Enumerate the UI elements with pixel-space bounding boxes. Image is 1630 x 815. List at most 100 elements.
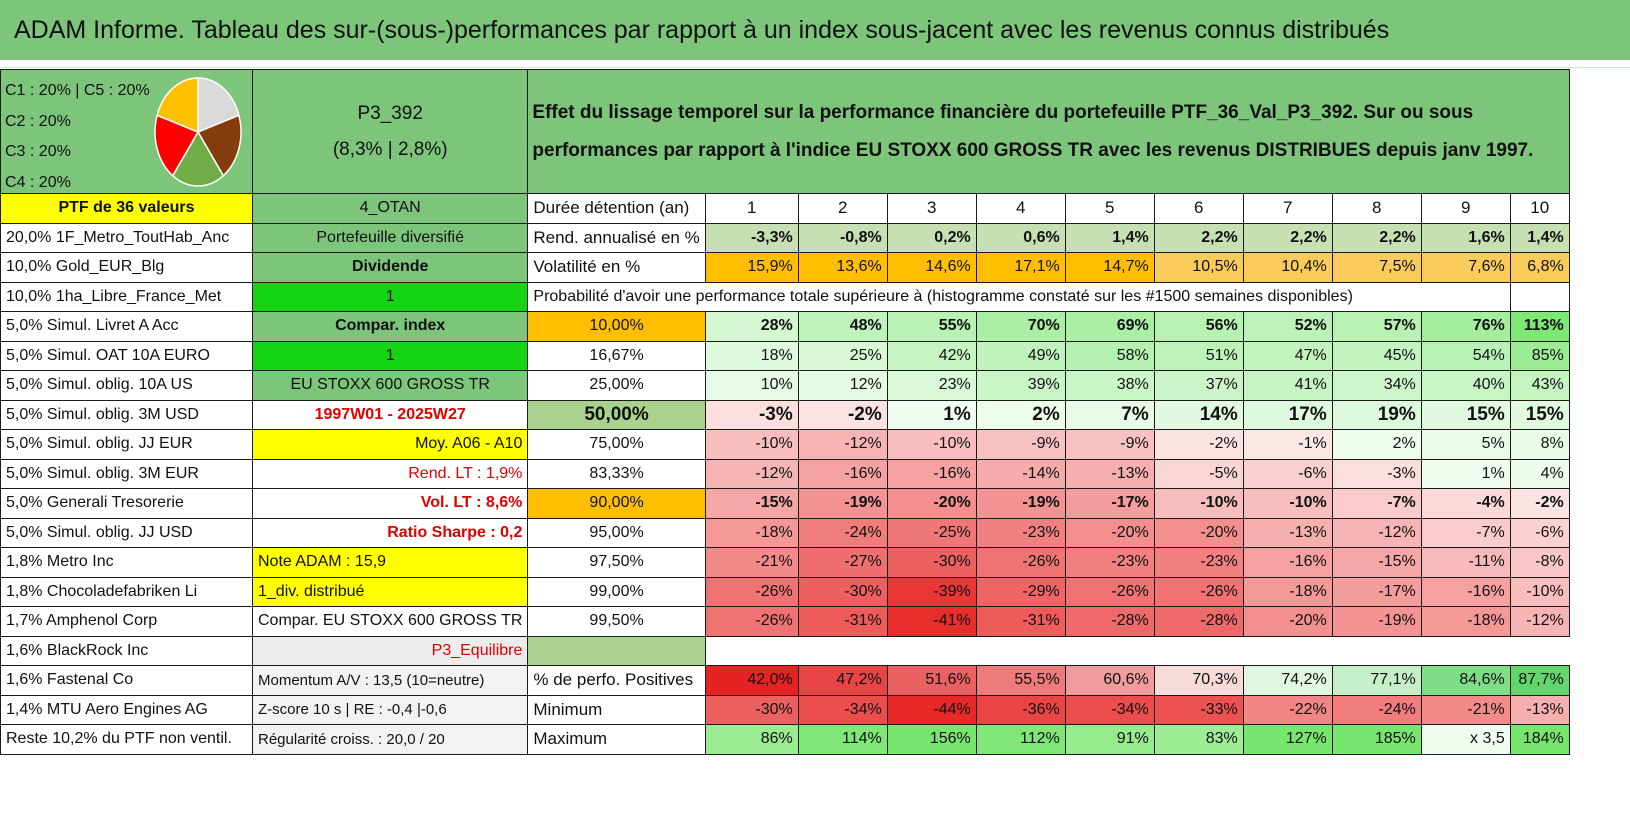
minimum-label: Minimum (527, 694, 706, 725)
volatility-label: Volatilité en % (527, 252, 706, 283)
probability-value: -16% (1420, 576, 1511, 607)
volatility-value: 17,1% (975, 252, 1066, 283)
returns-label: Rend. annualisé en % (527, 222, 706, 253)
probability-threshold: 97,50% (527, 547, 706, 578)
probability-threshold: 99,50% (527, 606, 706, 637)
holding-name: 5,0% Simul. oblig. JJ USD (0, 517, 253, 548)
return-value: 2,2% (1153, 222, 1244, 253)
legend-line: C4 : 20% (5, 173, 71, 191)
probability-value: -4% (1420, 488, 1511, 519)
probability-row: 5,0% Simul. oblig. 3M USD 1997W01 - 2025W… (0, 399, 1570, 430)
probability-value: -6% (1509, 517, 1570, 548)
holding-name: 20,0% 1F_Metro_ToutHab_Anc (0, 222, 253, 253)
volatility-value: 10,5% (1153, 252, 1244, 283)
param-value: Note ADAM : 15,9 (251, 547, 529, 578)
positive-value: 55,5% (975, 665, 1066, 696)
probability-value: -3% (1331, 458, 1422, 489)
return-value: 2,2% (1331, 222, 1422, 253)
probability-value: -18% (1420, 606, 1511, 637)
probability-value: 39% (975, 370, 1066, 401)
probability-value: -2% (1509, 488, 1570, 519)
probability-value: -12% (704, 458, 799, 489)
holding-name: 10,0% Gold_EUR_Blg (0, 252, 253, 283)
portfolio-id-cell: P3_392 (8,3% | 2,8%) (251, 69, 529, 194)
probability-value: -13% (1242, 517, 1333, 548)
volatility-value: 14,6% (886, 252, 977, 283)
volatility-value: 7,5% (1331, 252, 1422, 283)
year-header: 7 (1242, 193, 1333, 224)
year-header: 3 (886, 193, 977, 224)
probability-row: 1,7% Amphenol Corp Compar. EU STOXX 600 G… (0, 606, 1570, 637)
positive-value: 51,6% (886, 665, 977, 696)
minimum-value: -34% (1064, 694, 1155, 725)
return-value: 1,4% (1064, 222, 1155, 253)
year-header: 8 (1331, 193, 1422, 224)
report-grid: C1 : 20% | C5 : 20% C2 : 20% C3 : 20% C4… (0, 69, 1570, 755)
maximum-value: 184% (1509, 724, 1570, 755)
holding-name: 1,4% MTU Aero Engines AG (0, 694, 253, 725)
positive-value: 74,2% (1242, 665, 1333, 696)
probability-value: -26% (704, 576, 799, 607)
probability-value: 17% (1242, 399, 1333, 430)
probability-value: 19% (1331, 399, 1422, 430)
minimum-value: -21% (1420, 694, 1511, 725)
allocation-cell: C1 : 20% | C5 : 20% C2 : 20% C3 : 20% C4… (0, 69, 253, 194)
holding-name: 1,6% BlackRock Inc (0, 635, 253, 666)
probability-value: 12% (797, 370, 888, 401)
legend-line: C3 : 20% (5, 143, 71, 160)
probability-value: -20% (886, 488, 977, 519)
probability-value: -23% (1153, 547, 1244, 578)
probability-value: -29% (975, 576, 1066, 607)
probability-value: -27% (797, 547, 888, 578)
probability-value: 40% (1420, 370, 1511, 401)
param-value: Compar. EU STOXX 600 GROSS TR (251, 606, 529, 637)
probability-value: -16% (797, 458, 888, 489)
probability-value: -14% (975, 458, 1066, 489)
portfolio-performance: (8,3% | 2,8%) (332, 138, 448, 160)
duration-label: Durée détention (an) (527, 193, 706, 224)
maximum-value: 91% (1064, 724, 1155, 755)
probability-value: -7% (1331, 488, 1422, 519)
probability-value: 69% (1064, 311, 1155, 342)
probability-value: -31% (797, 606, 888, 637)
probability-value: 48% (797, 311, 888, 342)
probability-value: 15% (1420, 399, 1511, 430)
probability-threshold: 50,00% (527, 399, 706, 430)
probability-value: -10% (1509, 576, 1570, 607)
minimum-row: 1,4% MTU Aero Engines AG Z-score 10 s | R… (0, 694, 1570, 725)
probability-value: 76% (1420, 311, 1511, 342)
holding-ptf: PTF de 36 valeurs (0, 193, 253, 224)
probability-value: 51% (1153, 340, 1244, 371)
empty-cell (1509, 281, 1570, 312)
probability-value: -26% (1064, 576, 1155, 607)
probability-row: 5,0% Simul. OAT 10A EURO 1 16,67% 18% 25% 42%… (0, 340, 1570, 371)
probability-value: -3% (704, 399, 799, 430)
return-value: -0,8% (797, 222, 888, 253)
probability-value: -20% (1064, 517, 1155, 548)
probability-value: 85% (1509, 340, 1570, 371)
probability-value: -16% (1242, 547, 1333, 578)
probability-value: 113% (1509, 311, 1570, 342)
holding-name: 5,0% Generali Tresorerie (0, 488, 253, 519)
positive-value: 84,6% (1420, 665, 1511, 696)
probability-value: 37% (1153, 370, 1244, 401)
probability-value: -28% (1064, 606, 1155, 637)
probability-value: 2% (975, 399, 1066, 430)
probability-value: 42% (886, 340, 977, 371)
positives-label: % de perfo. Positives (527, 665, 706, 696)
probability-row: 5,0% Simul. oblig. 10A US EU STOXX 600 GR… (0, 370, 1570, 401)
legend-line: C1 : 20% | C5 : 20% (5, 82, 150, 99)
probability-value: 23% (886, 370, 977, 401)
probability-value: -18% (704, 517, 799, 548)
holding-name: 5,0% Simul. Livret A Acc (0, 311, 253, 342)
probability-threshold: 75,00% (527, 429, 706, 460)
positive-value: 42,0% (704, 665, 799, 696)
probability-value: 10% (704, 370, 799, 401)
minimum-value: -22% (1242, 694, 1333, 725)
years-row: PTF de 36 valeurs 4_OTAN Durée détention (… (0, 193, 1570, 224)
holding-name: 1,8% Chocoladefabriken Li (0, 576, 253, 607)
probability-value: -30% (886, 547, 977, 578)
probability-value: 45% (1331, 340, 1422, 371)
positive-value: 77,1% (1331, 665, 1422, 696)
probability-row: 5,0% Simul. oblig. 3M EUR Rend. LT : 1,9%… (0, 458, 1570, 489)
